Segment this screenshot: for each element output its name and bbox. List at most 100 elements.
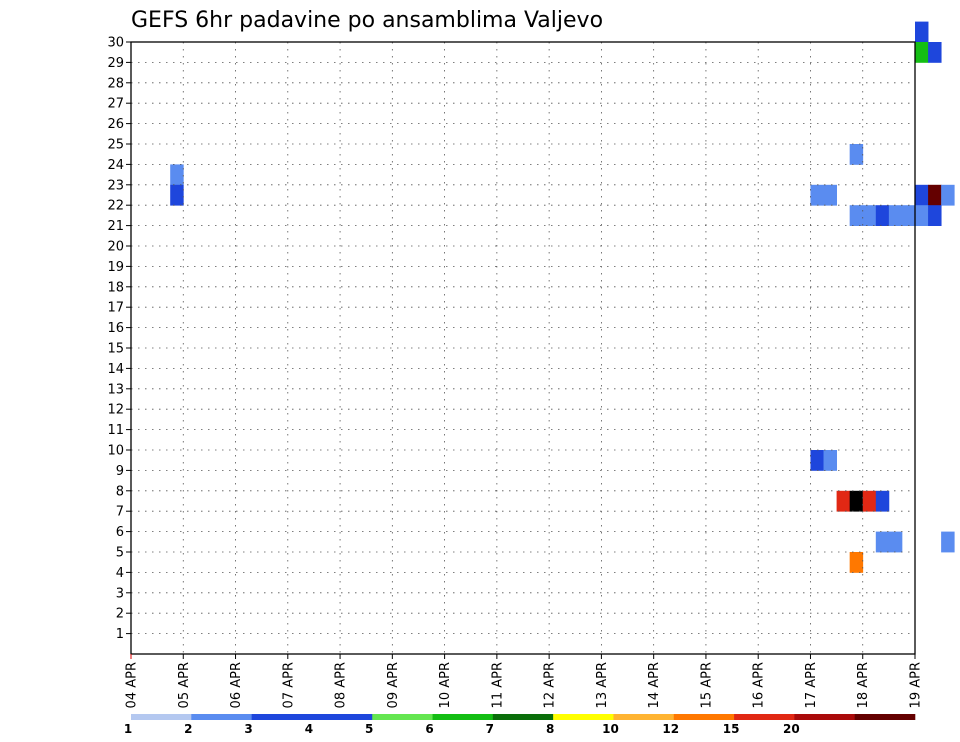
- colorbar-label: 20: [783, 722, 800, 736]
- heatmap-cell: [915, 205, 929, 226]
- colorbar-segment: [794, 714, 855, 720]
- heatmap-cell: [888, 531, 903, 553]
- x-axis-ticks: 04 APR 05 APR 06 APR 07 APR 08 APR 09 APR 10 A…: [125, 654, 924, 708]
- colorbar-segment: [432, 714, 494, 720]
- x-tick-label: 11 APR: [490, 662, 505, 708]
- heatmap-cell: [823, 184, 837, 206]
- heatmap-cell: [862, 490, 877, 512]
- y-tick-label: 16: [107, 321, 124, 336]
- colorbar-label: 7: [486, 722, 494, 736]
- y-tick-label: 5: [116, 546, 124, 561]
- heatmap-cell: [928, 205, 942, 226]
- x-tick-label: 15 APR: [699, 662, 714, 708]
- y-tick-label: 18: [107, 280, 124, 295]
- colorbar-label: 2: [184, 722, 192, 736]
- y-tick-label: 28: [107, 76, 124, 91]
- x-tick-label: 07 APR: [281, 662, 296, 708]
- colorbar-segment: [311, 714, 373, 720]
- colorbar-label: 1: [124, 722, 132, 736]
- y-tick-label: 8: [116, 484, 124, 499]
- y-axis-ticks: 1234567891011121314151617181920212223242…: [107, 36, 131, 642]
- colorbar-segment: [372, 714, 433, 720]
- x-tick-label: 13 APR: [595, 662, 610, 708]
- y-tick-label: 23: [107, 178, 124, 193]
- y-tick-label: 6: [116, 525, 124, 540]
- colorbar-label: 15: [723, 722, 740, 736]
- heatmap-cell: [810, 450, 824, 471]
- x-tick-label: 06 APR: [229, 662, 244, 708]
- colorbar-segment: [613, 714, 675, 720]
- y-tick-label: 15: [107, 342, 124, 357]
- y-tick-label: 2: [116, 607, 124, 622]
- y-tick-label: 22: [107, 199, 124, 214]
- y-tick-label: 27: [107, 97, 124, 112]
- heatmap-cell: [875, 490, 890, 512]
- heatmap-cell: [170, 184, 184, 206]
- heatmap-cell: [836, 490, 851, 512]
- colorbar-segment: [734, 714, 795, 720]
- x-tick-label: 05 APR: [177, 662, 192, 708]
- y-tick-label: 30: [107, 36, 124, 51]
- heatmap-cell: [915, 42, 929, 63]
- x-tick-label: 12 APR: [543, 662, 558, 708]
- heatmap-cell: [888, 205, 903, 226]
- y-tick-label: 14: [107, 362, 124, 377]
- heatmap-cell: [941, 184, 955, 206]
- gridlines: [131, 42, 915, 654]
- y-tick-label: 26: [107, 117, 124, 132]
- colorbar-segment: [553, 714, 614, 720]
- y-tick-label: 19: [107, 260, 124, 275]
- heatmap-cell: [849, 552, 864, 573]
- y-tick-label: 3: [116, 586, 124, 601]
- y-tick-label: 12: [107, 403, 124, 418]
- y-tick-label: 17: [107, 301, 124, 316]
- x-tick-label: 04 APR: [125, 662, 140, 708]
- x-tick-label: 09 APR: [386, 662, 401, 708]
- colorbar-segment: [131, 714, 192, 720]
- x-tick-label: 08 APR: [334, 662, 349, 708]
- chart-title: GEFS 6hr padavine po ansamblima Valjevo: [131, 8, 603, 33]
- colorbar-segment: [673, 714, 735, 720]
- x-tick-label: 14 APR: [647, 662, 662, 708]
- heatmap-cell: [928, 184, 942, 206]
- heatmap-cell: [875, 531, 890, 553]
- x-tick-label: 16 APR: [752, 662, 767, 708]
- colorbar-label: 3: [244, 722, 252, 736]
- heatmap-cell: [170, 164, 184, 186]
- y-tick-label: 25: [107, 138, 124, 153]
- x-tick-label: 18 APR: [856, 662, 871, 708]
- y-tick-label: 1: [116, 627, 124, 642]
- colorbar-label: 5: [365, 722, 373, 736]
- y-tick-label: 24: [107, 158, 124, 173]
- heatmap-cell: [915, 184, 929, 206]
- heatmap-cell: [901, 205, 916, 226]
- colorbar-label: 8: [546, 722, 554, 736]
- y-tick-label: 29: [107, 56, 124, 71]
- heatmap-cell: [810, 184, 824, 206]
- heatmap-cell: [875, 205, 890, 226]
- heatmap-cell: [862, 205, 877, 226]
- colorbar-segment: [492, 714, 554, 720]
- colorbar-label: 6: [425, 722, 433, 736]
- y-tick-label: 7: [116, 505, 124, 520]
- colorbar-label: 10: [602, 722, 619, 736]
- x-tick-label: 17 APR: [804, 662, 819, 708]
- y-tick-label: 20: [107, 240, 124, 255]
- heatmap-cell: [941, 531, 955, 553]
- heatmap-cell: [928, 42, 942, 63]
- colorbar-segment: [251, 714, 313, 720]
- colorbar-segment: [854, 714, 916, 720]
- y-tick-label: 4: [116, 566, 124, 581]
- y-tick-label: 11: [107, 423, 124, 438]
- y-tick-label: 10: [107, 444, 124, 459]
- x-tick-label: 10 APR: [438, 662, 453, 708]
- heatmap-cell: [849, 205, 864, 226]
- y-tick-label: 9: [116, 464, 124, 479]
- y-tick-label: 13: [107, 382, 124, 397]
- heatmap-cell: [849, 490, 864, 512]
- y-tick-label: 21: [107, 219, 124, 234]
- heatmap-cell: [823, 450, 837, 471]
- heatmap-cell: [915, 21, 929, 43]
- heatmap-cells: [170, 21, 955, 573]
